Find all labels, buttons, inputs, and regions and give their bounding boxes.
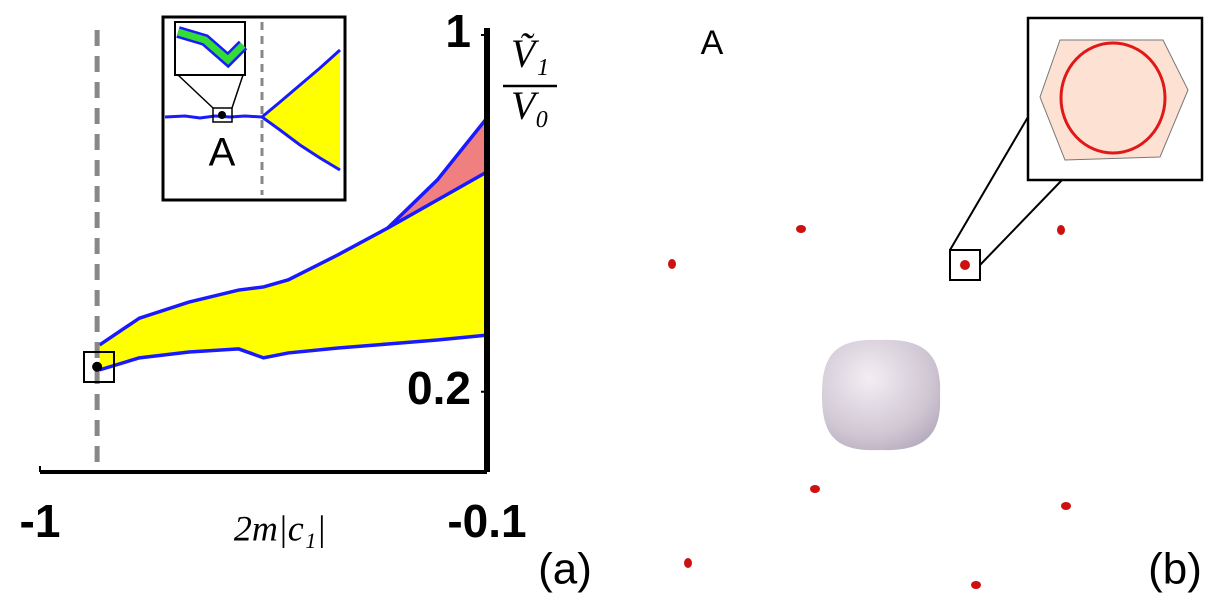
y-tick-label: 1	[445, 5, 471, 57]
inset-label: A	[209, 131, 236, 175]
zoom-line	[980, 180, 1062, 265]
y-label-denominator: V₀	[511, 83, 549, 128]
x-tick-label: -1	[20, 495, 61, 547]
dot	[684, 558, 692, 568]
figure: -1 -0.1 0.2 1 A 2m|c₁| Ṽ₁ V₀ (a) A	[0, 0, 1229, 603]
dot	[1061, 502, 1071, 510]
zoom-line	[950, 117, 1028, 250]
inset-point	[218, 111, 226, 119]
point	[92, 362, 102, 372]
dot	[1057, 225, 1065, 235]
panel-b: A (b)	[668, 18, 1202, 594]
panel-b-panel-label: (b)	[1148, 545, 1202, 594]
dot	[796, 225, 806, 233]
panel-label: (a)	[538, 545, 592, 594]
dot	[810, 485, 820, 493]
dot	[971, 581, 981, 589]
x-axis-label: 2m|c₁|	[234, 508, 326, 548]
y-label-numerator: Ṽ₁	[511, 31, 549, 76]
inset-a: A	[163, 17, 345, 200]
dot	[960, 260, 970, 270]
x-tick-label: -0.1	[447, 495, 526, 547]
y-tick-label: 0.2	[407, 362, 471, 414]
dot	[668, 259, 676, 269]
blob	[822, 340, 940, 450]
panel-b-label: A	[701, 24, 724, 62]
